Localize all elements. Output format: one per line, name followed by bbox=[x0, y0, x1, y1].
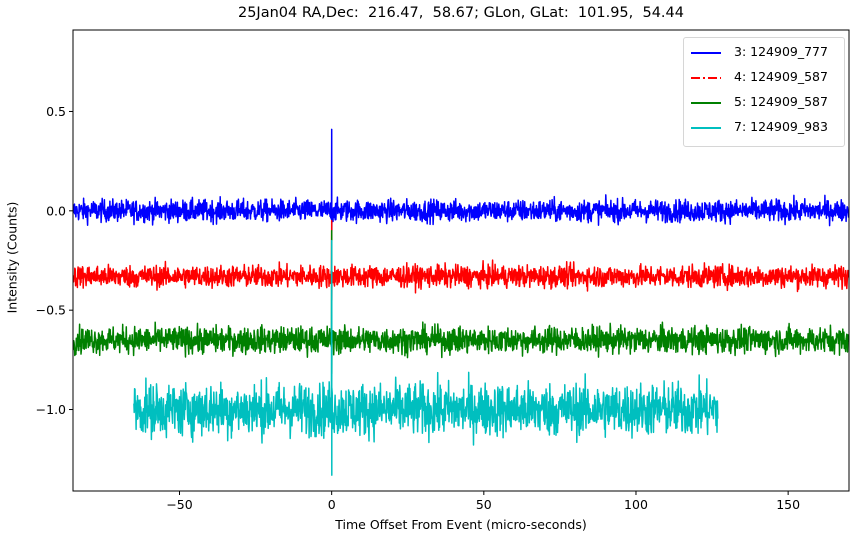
legend-line-solid-green-icon bbox=[691, 102, 721, 104]
x-axis-ticks: −50 0 50 100 150 bbox=[166, 491, 800, 512]
legend-label: 4: 124909_587 bbox=[734, 69, 828, 84]
legend-line-solid-cyan-icon bbox=[691, 127, 721, 129]
legend-label: 5: 124909_587 bbox=[734, 94, 828, 109]
x-tick-label: 0 bbox=[328, 497, 336, 512]
series-line bbox=[133, 239, 719, 476]
x-tick-label: 50 bbox=[476, 497, 492, 512]
y-axis-label: Intensity (Counts) bbox=[4, 201, 20, 314]
legend-label: 3: 124909_777 bbox=[734, 44, 828, 59]
x-axis-label: Time Offset From Event (micro-seconds) bbox=[335, 517, 587, 532]
y-tick-label: −0.5 bbox=[36, 303, 66, 318]
x-tick-label: 150 bbox=[776, 497, 800, 512]
legend-label: 7: 124909_983 bbox=[734, 119, 828, 134]
x-tick-label: 100 bbox=[624, 497, 648, 512]
legend-item: 7: 124909_983 bbox=[684, 117, 844, 139]
y-tick-label: 0.5 bbox=[46, 104, 66, 119]
plot-traces bbox=[73, 128, 849, 476]
legend-line-solid-blue-icon bbox=[691, 52, 721, 54]
chart-title: 25Jan04 RA,Dec: 216.47, 58.67; GLon, GLa… bbox=[237, 5, 684, 21]
y-axis-ticks: 0.5 0.0 −0.5 −1.0 bbox=[36, 104, 73, 417]
series-line bbox=[73, 229, 849, 375]
legend-line-dashdot-red-icon bbox=[691, 77, 721, 79]
legend-item: 5: 124909_587 bbox=[684, 92, 844, 114]
legend-item: 3: 124909_777 bbox=[684, 42, 844, 64]
axes-frame bbox=[72, 29, 850, 492]
legend: 3: 124909_777 4: 124909_587 5: 124909_58… bbox=[683, 37, 845, 147]
y-tick-label: −1.0 bbox=[36, 402, 66, 417]
y-tick-label: 0.0 bbox=[46, 203, 66, 218]
x-tick-label: −50 bbox=[166, 497, 192, 512]
series-line bbox=[73, 220, 849, 301]
legend-item: 4: 124909_587 bbox=[684, 67, 844, 89]
series-line bbox=[73, 128, 849, 232]
